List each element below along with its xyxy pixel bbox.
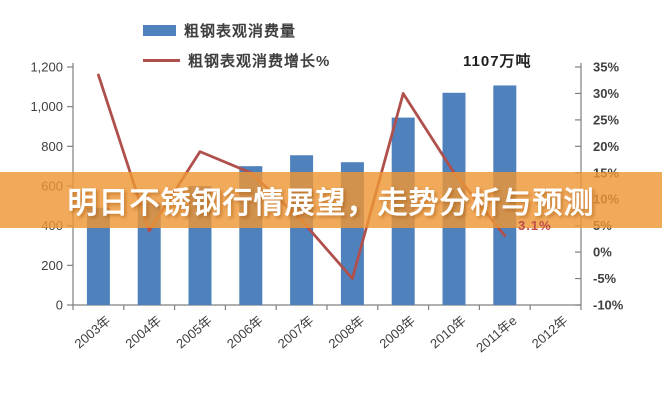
y-right-tick-label: 0% <box>593 245 612 260</box>
x-tick-label: 2006年 <box>224 313 266 351</box>
x-tick-label: 2004年 <box>122 313 164 351</box>
bar-series-swatch-icon <box>143 25 176 36</box>
y-left-tick-label: 1,000 <box>30 99 63 114</box>
headline-banner: 明日不锈钢行情展望，走势分析与预测 <box>0 172 662 228</box>
y-left-tick-label: 200 <box>41 258 63 273</box>
legend-label-growth: 粗钢表观消费增长% <box>188 53 331 70</box>
y-right-tick-label: -5% <box>593 271 617 286</box>
headline-text: 明日不锈钢行情展望，走势分析与预测 <box>67 187 595 220</box>
x-tick-label: 2009年 <box>376 313 418 351</box>
growth-last-point-label: 3.1% <box>518 218 552 233</box>
x-tick-label: 2007年 <box>275 313 317 351</box>
y-left-tick-label: 0 <box>56 298 63 313</box>
legend-item-consumption: 粗钢表观消费量 <box>143 20 330 41</box>
y-right-tick-label: 20% <box>593 139 619 154</box>
x-tick-label: 2008年 <box>326 313 368 351</box>
bar-2004年 <box>137 202 161 305</box>
x-tick-label: 2010年 <box>427 313 469 351</box>
bar-2003年 <box>86 207 110 305</box>
y-left-tick-label: 1,200 <box>30 60 63 75</box>
y-right-tick-label: 30% <box>593 86 619 101</box>
y-right-tick-label: 35% <box>593 60 619 75</box>
y-right-tick-label: -10% <box>593 298 624 313</box>
x-tick-label: 2003年 <box>72 313 114 351</box>
y-left-tick-label: 800 <box>41 139 63 154</box>
chart-legend: 粗钢表观消费量 粗钢表观消费增长% <box>143 20 330 71</box>
x-tick-label: 2011年e <box>473 313 520 355</box>
legend-item-growth: 粗钢表观消费增长% <box>143 50 330 71</box>
y-right-tick-label: 25% <box>593 112 619 127</box>
legend-label-consumption: 粗钢表观消费量 <box>184 23 297 40</box>
last-bar-value-annotation: 1107万吨 <box>463 53 532 70</box>
x-tick-label: 2012年 <box>529 313 571 351</box>
x-tick-label: 2005年 <box>173 313 215 351</box>
line-series-swatch-icon <box>143 59 180 62</box>
